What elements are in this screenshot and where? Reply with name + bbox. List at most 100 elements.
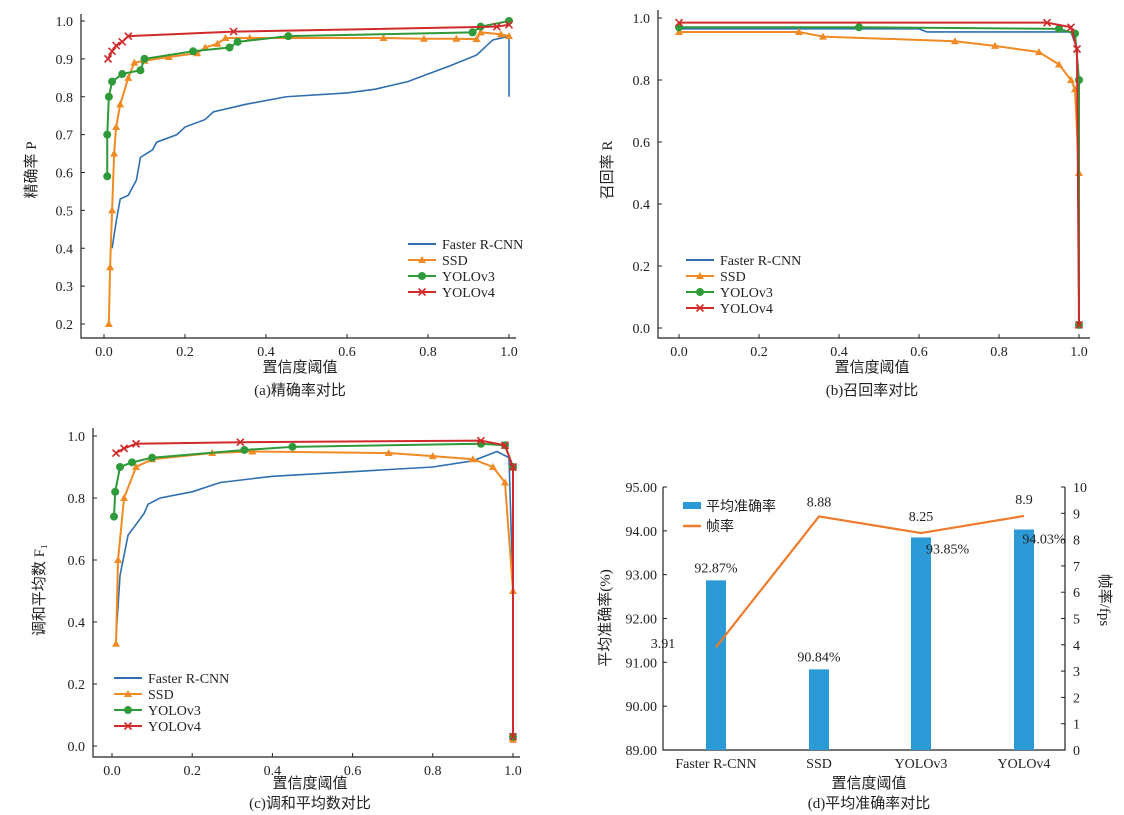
legend-label: Faster R-CNN — [720, 254, 801, 269]
data-point — [819, 32, 827, 40]
data-point — [131, 439, 141, 448]
data-point — [288, 442, 297, 451]
y-tick-label: 1.0 — [68, 430, 86, 445]
x-axis-label: 置信度阈值 — [262, 359, 337, 376]
legend-label: YOLOv4 — [442, 286, 495, 301]
data-point — [124, 32, 133, 41]
data-point — [108, 47, 117, 56]
y2-tick-label: 8 — [1073, 534, 1080, 549]
data-point — [110, 149, 119, 157]
legend-label: Faster R-CNN — [148, 672, 229, 687]
bar-value-label: 92.87% — [694, 561, 738, 576]
series-yolov4 — [111, 436, 518, 741]
series-yolov3 — [675, 23, 1083, 329]
series-line — [679, 26, 1080, 325]
data-point — [951, 37, 959, 45]
x-tick-label: 0.4 — [830, 345, 848, 360]
y2-tick-label: 10 — [1073, 481, 1087, 496]
data-point — [1072, 44, 1082, 54]
data-point — [508, 732, 518, 741]
series-line — [113, 442, 514, 737]
legend-label: SSD — [148, 688, 174, 703]
data-point — [116, 100, 125, 108]
y2-tick-label: 3 — [1073, 665, 1080, 680]
y-tick-label: 0.4 — [633, 198, 651, 213]
panel-a: 0.0 0.2 0.4 0.6 0.8 1.0 0.2 0.3 0.4 0.5 0.6 0.7 0.8 0… — [23, 14, 523, 399]
legend-marker — [418, 256, 426, 263]
data-point — [452, 34, 461, 42]
series-line — [106, 20, 510, 177]
data-point — [236, 438, 245, 447]
series-line — [115, 439, 514, 737]
y2-axis-label: 帧率/fps — [1096, 574, 1113, 627]
panel-d: 89.00 90.00 91.00 92.00 93.00 94.00 95.00 0 1 2 3 4… — [597, 481, 1113, 812]
data-point — [1055, 60, 1063, 68]
y2-tick-label: 6 — [1073, 586, 1080, 601]
y-tick-label: 92.00 — [626, 613, 658, 628]
data-point — [148, 453, 157, 462]
x-tick-label: 0.2 — [176, 345, 194, 360]
data-point — [1066, 23, 1076, 32]
legend-label: YOLOv3 — [720, 286, 773, 301]
data-point — [1074, 320, 1084, 329]
panel-caption: (a)精确率对比 — [254, 382, 346, 399]
fps-value-label: 3.91 — [651, 637, 676, 652]
data-point — [119, 444, 129, 453]
series-line — [111, 35, 510, 249]
x-tick-label: 0.4 — [257, 345, 275, 360]
y-axis-label: 精确率 P — [23, 141, 40, 198]
data-point — [106, 263, 115, 271]
legend-label: YOLOv3 — [442, 270, 495, 285]
legend-marker — [696, 272, 704, 279]
x-tick-label: Faster R-CNN — [675, 757, 756, 772]
series-line — [115, 450, 514, 740]
legend-marker — [695, 303, 705, 313]
x-tick-label: YOLOv4 — [998, 757, 1051, 772]
x-tick-label: 1.0 — [500, 345, 518, 360]
data-point — [384, 449, 393, 457]
fps-line — [715, 514, 1025, 648]
axes — [657, 10, 1090, 339]
legend-label: YOLOv3 — [148, 704, 201, 719]
data-point — [472, 35, 481, 43]
y2-tick-label: 4 — [1073, 639, 1080, 654]
data-point — [674, 18, 684, 27]
x-tick-label: 0.8 — [419, 345, 437, 360]
legend-marker — [124, 690, 132, 697]
data-point — [492, 22, 501, 31]
data-point — [248, 447, 257, 455]
data-point — [500, 441, 510, 450]
data-point — [1055, 24, 1063, 33]
y-tick-label: 95.00 — [626, 481, 658, 496]
legend-label: YOLOv4 — [148, 720, 201, 735]
y2-tick-label: 0 — [1073, 744, 1080, 759]
data-point — [112, 123, 121, 131]
x-tick-label: 1.0 — [1070, 345, 1088, 360]
data-point — [112, 639, 121, 647]
legend-label: SSD — [442, 254, 468, 269]
data-point — [132, 463, 141, 470]
y-tick-label: 0.0 — [68, 740, 86, 755]
data-point — [108, 77, 117, 86]
y-tick-label: 0.4 — [56, 242, 74, 257]
x-tick-label: 0.2 — [750, 345, 768, 360]
data-point — [103, 54, 113, 63]
data-point — [116, 463, 125, 471]
y-tick-label: 0.6 — [56, 167, 74, 182]
data-point — [104, 92, 113, 101]
series-line — [115, 450, 514, 740]
panel-b: 0.0 0.2 0.4 0.6 0.8 1.0 0.0 0.2 0.4 0.6 0.8 1.0 Fast… — [599, 10, 1090, 399]
data-point — [108, 206, 117, 214]
y2-tick-label: 1 — [1073, 718, 1080, 733]
legend-marker — [696, 288, 704, 296]
y-tick-label: 1.0 — [56, 15, 74, 30]
data-point — [201, 43, 210, 51]
data-point — [1035, 48, 1043, 56]
y-tick-label: 0.3 — [56, 280, 74, 295]
x-tick-label: 0.8 — [990, 345, 1008, 360]
legend-marker — [417, 287, 427, 297]
bar — [809, 669, 829, 750]
data-point — [1042, 18, 1052, 27]
